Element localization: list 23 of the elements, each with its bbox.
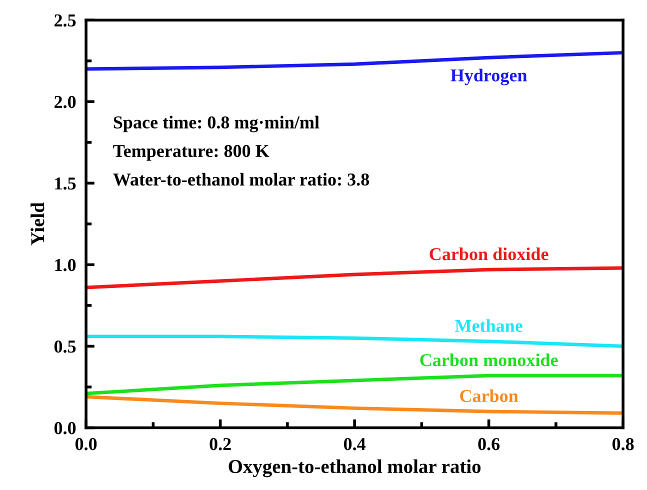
series-label: Carbon	[460, 389, 518, 402]
x-tick-label: 0.6	[478, 438, 500, 450]
annotation: Water-to-ethanol molar ratio: 3.8	[113, 172, 370, 186]
annotation: Temperature: 800 K	[113, 144, 270, 161]
y-axis-title: Yield	[30, 202, 44, 246]
series-label: Methane	[455, 319, 522, 332]
series-label: Carbon monoxide	[420, 354, 558, 366]
x-tick-label: 0.2	[210, 438, 231, 450]
x-tick-label: 0.4	[344, 438, 366, 450]
x-tick-label: 0.0	[75, 438, 97, 450]
y-tick-label: 1.5	[55, 178, 76, 190]
x-tick-label: 0.8	[612, 438, 634, 450]
y-tick-label: 1.0	[55, 258, 76, 272]
line-series	[86, 334, 624, 348]
series-label: Carbon dioxide	[430, 248, 548, 260]
annotation: Space time: 0.8 mg·min/ml	[114, 116, 320, 132]
y-tick-label: 2.5	[54, 14, 76, 27]
y-tick-label: 0.5	[54, 340, 76, 353]
series-label: Hydrogen	[450, 68, 527, 86]
y-tick-label: 0.0	[54, 422, 76, 434]
x-axis-title: Oxygen-to-ethanol molar ratio	[228, 459, 481, 478]
y-tick-label: 2.0	[54, 96, 76, 108]
line-series	[86, 266, 624, 290]
